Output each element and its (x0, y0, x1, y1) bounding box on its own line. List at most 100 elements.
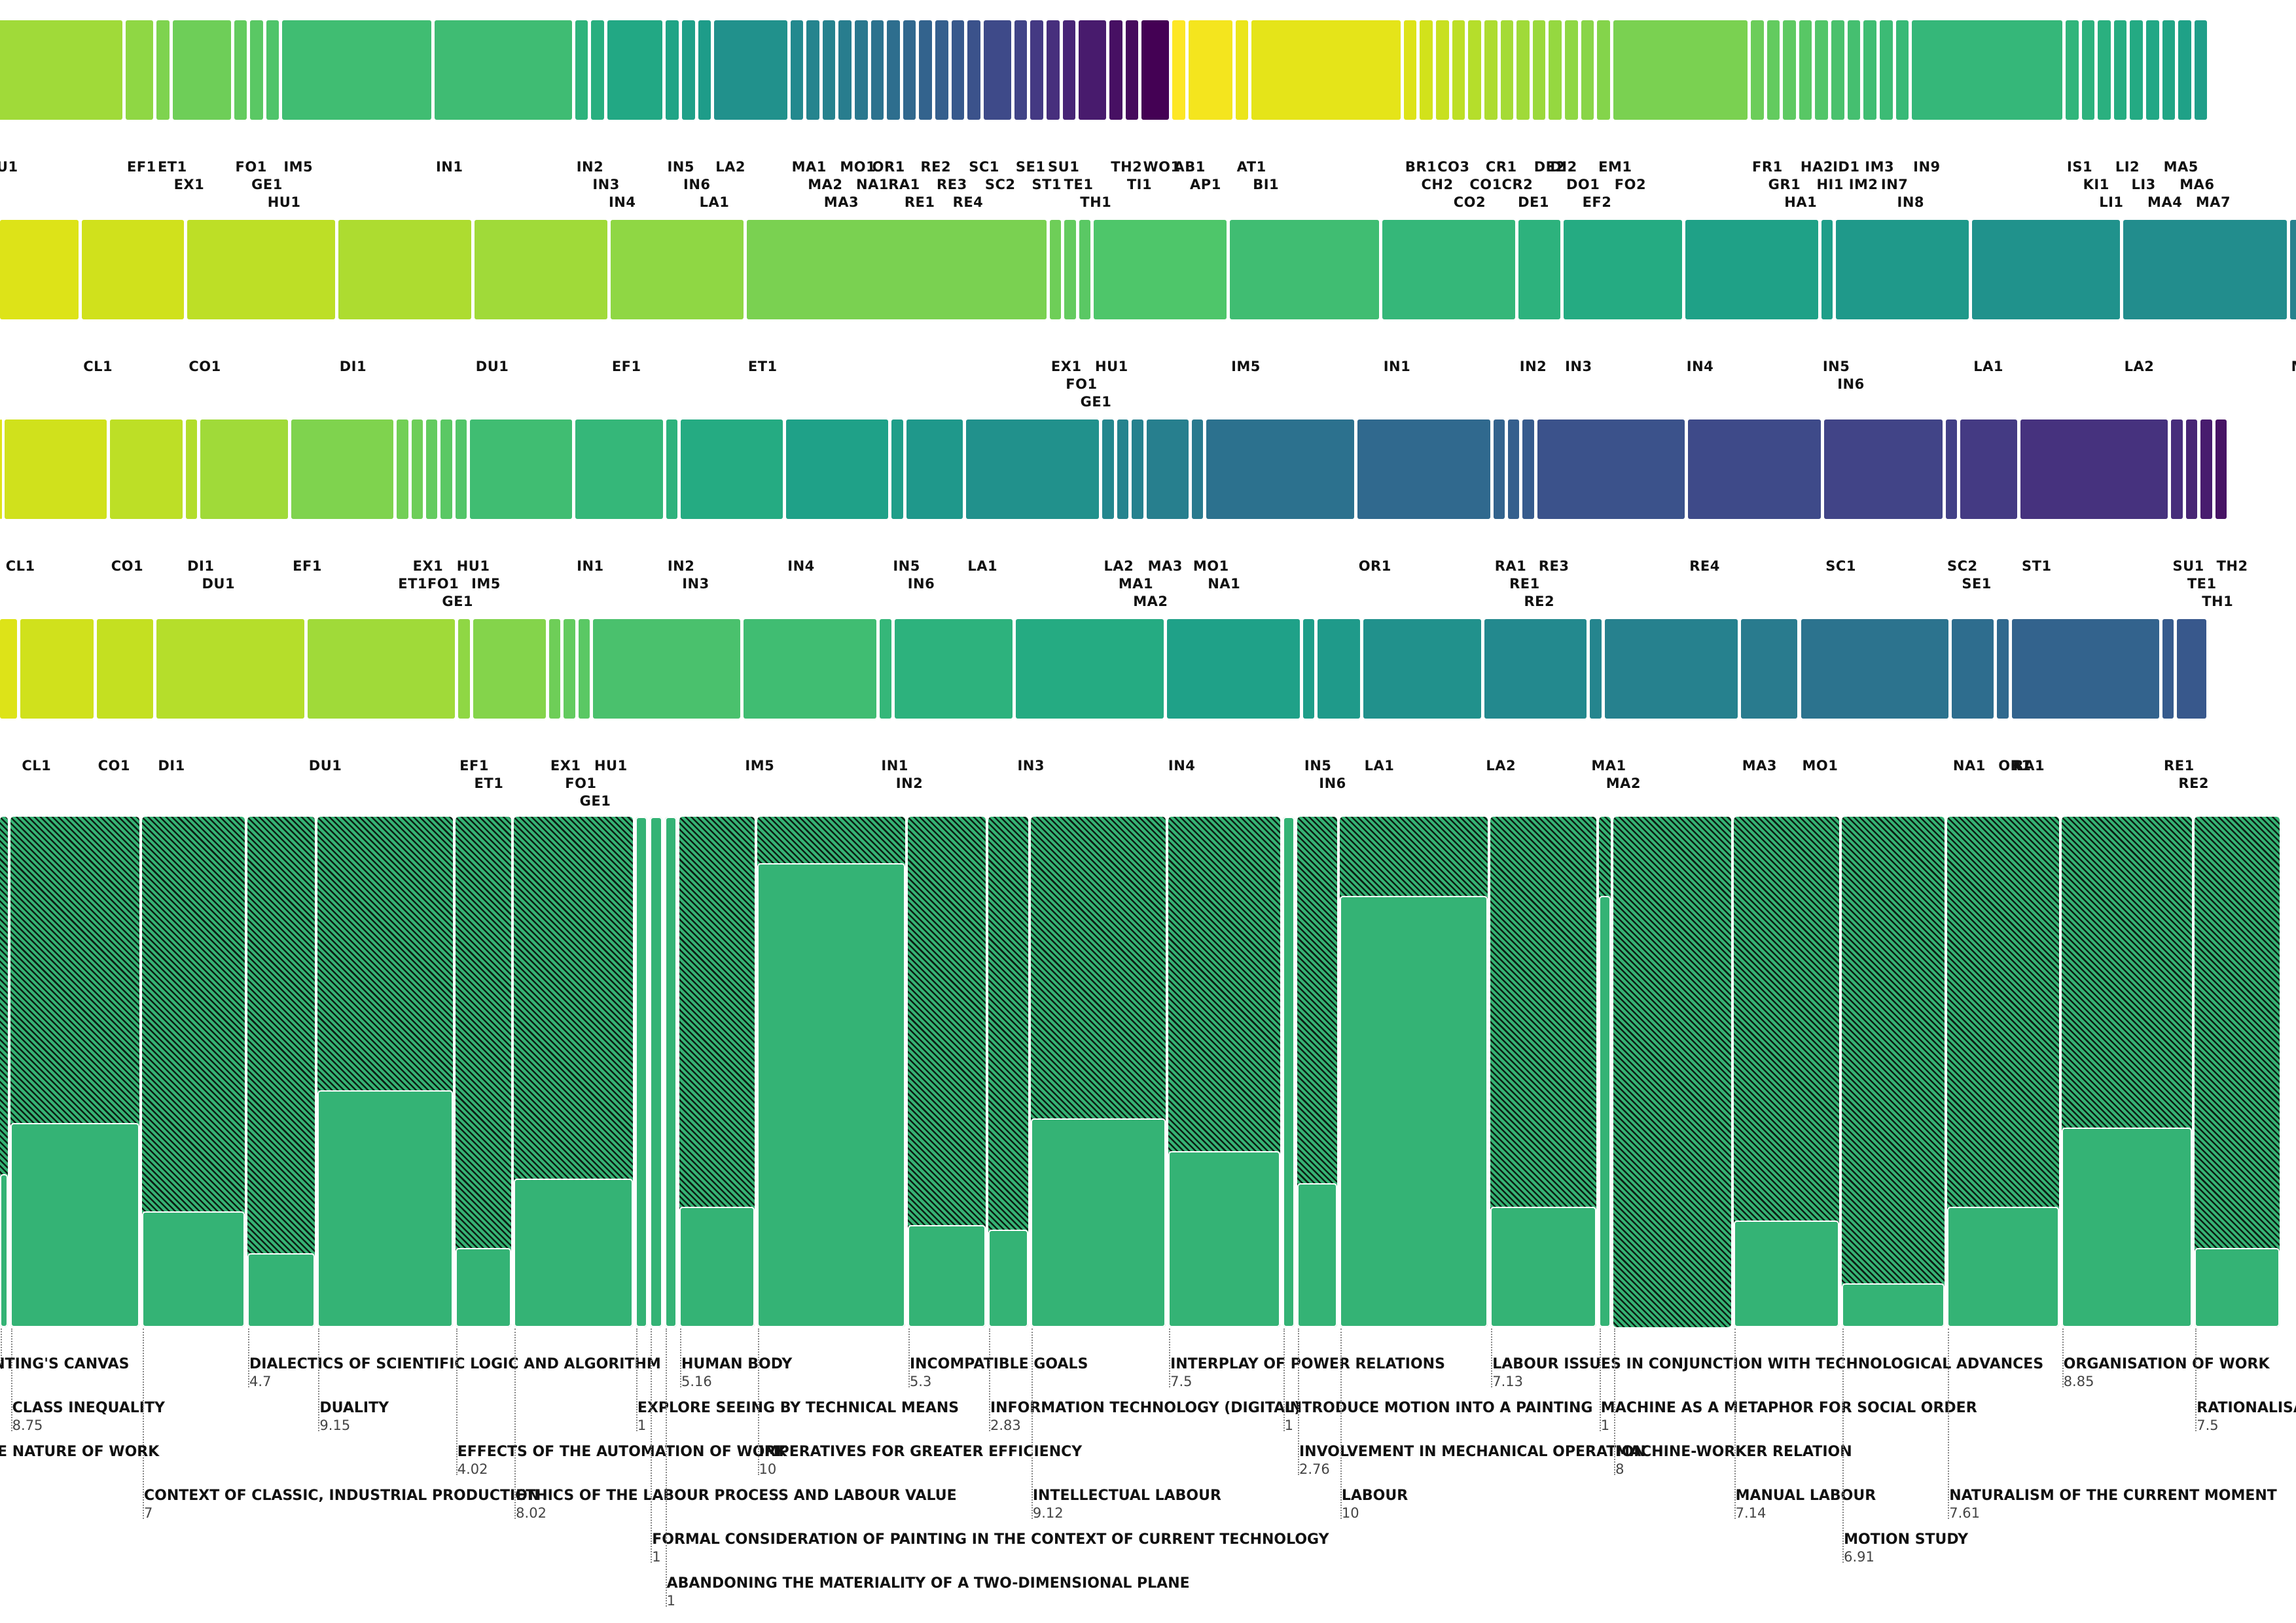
segment-di2[interactable] (1549, 20, 1562, 120)
segment-in2[interactable] (1518, 220, 1561, 319)
bar-value[interactable] (1598, 895, 1611, 1327)
segment-in1[interactable] (434, 20, 572, 120)
segment-or1[interactable] (1357, 419, 1490, 519)
segment-et1[interactable] (473, 619, 546, 719)
segment-cl1[interactable] (82, 220, 185, 319)
segment-ma7[interactable] (2194, 20, 2208, 120)
bar-total[interactable] (1947, 817, 2059, 1327)
segment-re3[interactable] (935, 20, 948, 120)
segment-re1[interactable] (2162, 619, 2174, 719)
segment-na1[interactable] (1206, 419, 1354, 519)
segment-re3[interactable] (1537, 419, 1685, 519)
segment-mo1[interactable] (1191, 419, 1204, 519)
bar-value[interactable] (907, 1225, 986, 1327)
segment-et1[interactable] (746, 220, 1047, 319)
bar-total[interactable] (2195, 817, 2280, 1327)
segment-co2[interactable] (1452, 20, 1465, 120)
segment-te1[interactable] (1062, 20, 1076, 120)
segment-ex1[interactable] (411, 419, 423, 519)
segment-in8[interactable] (1895, 20, 1909, 120)
segment-ha2[interactable] (1799, 20, 1812, 120)
segment-et1[interactable] (156, 20, 170, 120)
bar-value[interactable] (1030, 1118, 1166, 1327)
segment-la2[interactable] (1102, 419, 1114, 519)
segment-im5[interactable] (470, 419, 573, 519)
segment-im5[interactable] (1230, 220, 1379, 319)
segment-ge1[interactable] (250, 20, 263, 120)
segment-re2[interactable] (1522, 419, 1534, 519)
bar-total[interactable] (1598, 817, 1611, 1327)
bar-value[interactable] (455, 1248, 512, 1327)
segment-sc1[interactable] (967, 20, 980, 120)
segment-in5[interactable] (666, 20, 679, 120)
segment-in5[interactable] (1821, 220, 1833, 319)
bar-total[interactable] (1613, 817, 1731, 1327)
bar-total[interactable] (650, 817, 662, 1327)
bar-total[interactable] (317, 817, 453, 1327)
segment-st1[interactable] (2020, 419, 2168, 519)
segment-lead[interactable] (0, 619, 18, 719)
segment-in3[interactable] (591, 20, 604, 120)
segment-in4[interactable] (1166, 619, 1300, 719)
segment-ex1[interactable] (1049, 220, 1062, 319)
segment-fr1[interactable] (1751, 20, 1764, 120)
segment-fo1[interactable] (1064, 220, 1076, 319)
bar-value[interactable] (1490, 1206, 1596, 1327)
segment-sc2[interactable] (983, 20, 1011, 120)
segment-co3[interactable] (1436, 20, 1449, 120)
segment-im5[interactable] (744, 619, 877, 719)
segment-la2[interactable] (714, 20, 787, 120)
segment-ef2[interactable] (1581, 20, 1594, 120)
segment-la1[interactable] (1972, 220, 2120, 319)
segment-im2[interactable] (1847, 20, 1861, 120)
segment-na1[interactable] (1951, 619, 1994, 719)
segment-th2[interactable] (2215, 419, 2227, 519)
segment-in1[interactable] (1382, 220, 1515, 319)
segment-li3[interactable] (2130, 20, 2144, 120)
segment-li2[interactable] (2113, 20, 2127, 120)
segment-cr2[interactable] (1500, 20, 1514, 120)
bar-value[interactable] (141, 1211, 245, 1327)
segment-at1[interactable] (1235, 20, 1249, 120)
segment-cr1[interactable] (1484, 20, 1498, 120)
bar-value[interactable] (679, 1206, 755, 1327)
bar-total[interactable] (1842, 817, 1945, 1327)
bar-value[interactable] (0, 1174, 8, 1327)
segment-co1[interactable] (109, 419, 183, 519)
segment-la1[interactable] (1363, 619, 1482, 719)
segment-ex1[interactable] (172, 20, 231, 120)
segment-or1[interactable] (870, 20, 884, 120)
bar-total[interactable] (1282, 817, 1295, 1327)
segment-wo1[interactable] (1141, 20, 1170, 120)
segment-di1[interactable] (156, 619, 304, 719)
segment-ab1[interactable] (1172, 20, 1186, 120)
bar-total[interactable] (1030, 817, 1166, 1327)
segment-th2[interactable] (1109, 20, 1122, 120)
segment-fo1[interactable] (425, 419, 438, 519)
segment-ch2[interactable] (1420, 20, 1433, 120)
bar-total[interactable] (988, 817, 1028, 1327)
segment-re1[interactable] (903, 20, 916, 120)
bar-total[interactable] (247, 817, 315, 1327)
segment-in5[interactable] (891, 419, 903, 519)
bar-total[interactable] (635, 817, 648, 1327)
segment-ra1[interactable] (1493, 419, 1505, 519)
segment-du1[interactable] (307, 619, 456, 719)
bar-total[interactable] (2061, 817, 2193, 1327)
segment-sc2[interactable] (1945, 419, 1958, 519)
segment-do1[interactable] (1564, 20, 1578, 120)
bar-value[interactable] (317, 1090, 453, 1327)
segment-in4[interactable] (607, 20, 663, 120)
segment-re1[interactable] (1508, 419, 1520, 519)
segment-co1[interactable] (96, 619, 154, 719)
segment-ma1[interactable] (790, 20, 804, 120)
segment-in2[interactable] (575, 20, 588, 120)
segment-hu1[interactable] (455, 419, 467, 519)
bar-total[interactable] (664, 817, 677, 1327)
segment-im3[interactable] (1863, 20, 1876, 120)
segment-mo1[interactable] (838, 20, 852, 120)
segment-in6[interactable] (906, 419, 963, 519)
segment-li1[interactable] (2098, 20, 2111, 120)
segment-hu1[interactable] (592, 619, 741, 719)
segment-et1[interactable] (397, 419, 408, 519)
